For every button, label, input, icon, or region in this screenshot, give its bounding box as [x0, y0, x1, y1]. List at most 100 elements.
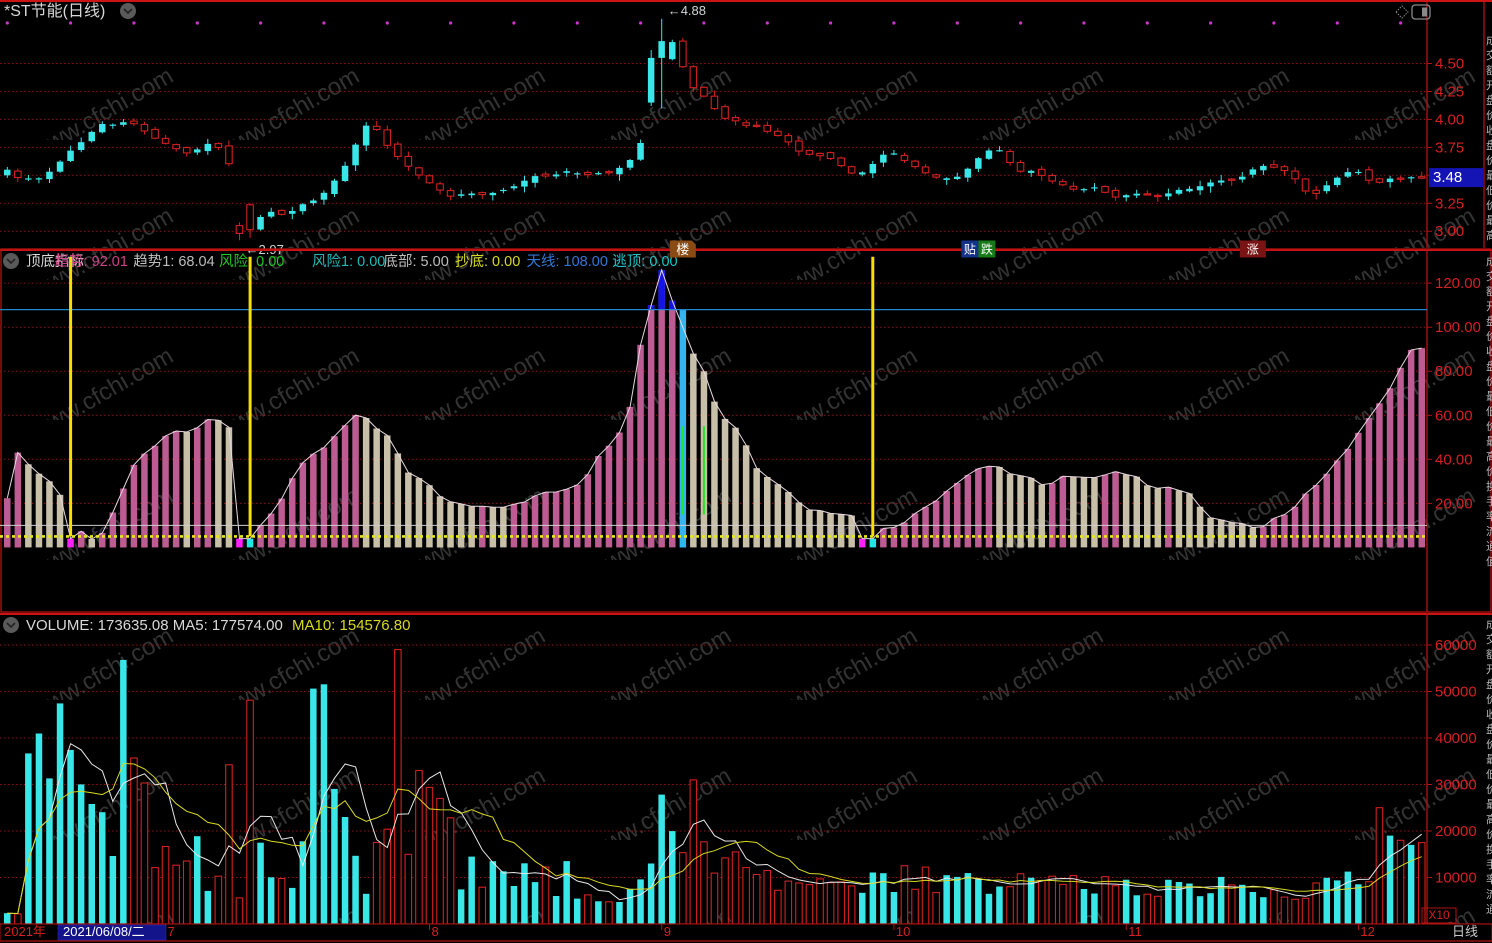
svg-text:底部: 5.00: 底部: 5.00 [384, 253, 449, 270]
svg-text:盘: 盘 [1486, 359, 1492, 373]
svg-text:9: 9 [664, 924, 671, 939]
svg-text:3.48: 3.48 [1433, 169, 1462, 186]
svg-text:100.00: 100.00 [1435, 319, 1481, 336]
svg-text:低: 低 [1486, 184, 1492, 197]
svg-text:3.25: 3.25 [1435, 195, 1464, 212]
svg-text:4.00: 4.00 [1435, 111, 1464, 128]
svg-text:价: 价 [1486, 738, 1492, 751]
svg-text:120.00: 120.00 [1435, 275, 1481, 292]
svg-text:盘: 盘 [1486, 314, 1492, 328]
svg-text:开: 开 [1486, 664, 1492, 676]
svg-text:价: 价 [1486, 330, 1492, 343]
svg-text:最: 最 [1486, 169, 1492, 182]
svg-text:抄底: 0.00: 抄底: 0.00 [455, 253, 520, 270]
svg-text:最: 最 [1486, 798, 1492, 811]
svg-text:天线: 108.00: 天线: 108.00 [527, 253, 608, 270]
svg-text:通: 通 [1486, 903, 1492, 916]
svg-text:4.50: 4.50 [1435, 56, 1464, 73]
svg-text:跌: 跌 [981, 242, 993, 257]
svg-text:8: 8 [432, 924, 439, 939]
svg-text:MA10: 154576.80: MA10: 154576.80 [292, 617, 410, 634]
svg-text:50000: 50000 [1435, 684, 1477, 701]
svg-text:手: 手 [1486, 857, 1492, 871]
svg-text:2021/06/08/二: 2021/06/08/二 [63, 924, 145, 939]
svg-text:最: 最 [1486, 753, 1492, 766]
svg-text:盘: 盘 [1486, 677, 1492, 691]
svg-text:率: 率 [1486, 509, 1492, 523]
svg-text:价: 价 [1486, 199, 1492, 212]
svg-text:10: 10 [896, 924, 910, 939]
svg-text:值: 值 [1486, 555, 1492, 568]
svg-text:7: 7 [168, 924, 175, 939]
svg-text:交: 交 [1486, 48, 1492, 62]
svg-text:盘: 盘 [1486, 138, 1492, 152]
svg-text:价: 价 [1486, 783, 1492, 796]
svg-text:价: 价 [1486, 693, 1492, 706]
svg-text:高: 高 [1486, 812, 1492, 826]
svg-text:成: 成 [1486, 255, 1492, 268]
svg-text:10000: 10000 [1435, 870, 1477, 887]
svg-text:收: 收 [1486, 344, 1492, 358]
svg-text:开: 开 [1486, 80, 1492, 92]
svg-text:20000: 20000 [1435, 823, 1477, 840]
svg-text:80.00: 80.00 [1435, 363, 1473, 380]
svg-text:12: 12 [1360, 924, 1374, 939]
svg-text:趋势: 92.01: 趋势: 92.01 [55, 253, 128, 270]
svg-text:盘: 盘 [1486, 93, 1492, 107]
svg-text:开: 开 [1486, 301, 1492, 313]
svg-text:低: 低 [1486, 405, 1492, 418]
svg-text:额: 额 [1486, 648, 1492, 661]
svg-text:VOLUME: 173635.08 MA5: 177574: VOLUME: 173635.08 MA5: 177574.00 [26, 617, 283, 634]
svg-text:率: 率 [1486, 872, 1492, 886]
svg-text:40000: 40000 [1435, 730, 1477, 747]
svg-text:趋势1: 68.04: 趋势1: 68.04 [133, 253, 214, 270]
svg-text:盘: 盘 [1486, 722, 1492, 736]
svg-text:额: 额 [1486, 285, 1492, 298]
svg-text:涨: 涨 [1247, 242, 1259, 257]
svg-text:价: 价 [1486, 420, 1492, 433]
svg-text:最: 最 [1486, 390, 1492, 403]
svg-text:换: 换 [1486, 479, 1492, 493]
svg-text:额: 额 [1486, 64, 1492, 77]
svg-text:成: 成 [1486, 618, 1492, 631]
svg-text:价: 价 [1486, 375, 1492, 388]
svg-text:*ST节能(日线): *ST节能(日线) [4, 2, 105, 20]
svg-text:贴: 贴 [964, 243, 976, 257]
svg-text:20.00: 20.00 [1435, 495, 1473, 512]
svg-text:最: 最 [1486, 435, 1492, 448]
svg-text:3.75: 3.75 [1435, 139, 1464, 156]
svg-text:高: 高 [1486, 228, 1492, 242]
svg-text:X10: X10 [1428, 908, 1450, 922]
svg-text:风险: 0.00: 风险: 0.00 [219, 253, 284, 270]
svg-text:逃顶: 0.00: 逃顶: 0.00 [612, 253, 677, 270]
svg-text:高: 高 [1486, 449, 1492, 463]
svg-text:交: 交 [1486, 269, 1492, 283]
svg-text:4.25: 4.25 [1435, 84, 1464, 101]
svg-text:流: 流 [1486, 524, 1492, 538]
svg-text:收: 收 [1486, 707, 1492, 721]
svg-text:价: 价 [1486, 109, 1492, 122]
svg-text:手: 手 [1486, 494, 1492, 508]
svg-text:60000: 60000 [1435, 637, 1477, 654]
svg-text:换: 换 [1486, 842, 1492, 856]
svg-text:11: 11 [1128, 924, 1142, 939]
svg-text:40.00: 40.00 [1435, 451, 1473, 468]
svg-text:风险1: 0.00: 风险1: 0.00 [312, 253, 385, 270]
svg-text:价: 价 [1486, 154, 1492, 167]
svg-text:←4.88: ←4.88 [668, 3, 706, 18]
svg-text:通: 通 [1486, 540, 1492, 553]
svg-text:价: 价 [1486, 828, 1492, 841]
svg-text:2021年: 2021年 [4, 924, 46, 939]
svg-text:楼: 楼 [676, 242, 689, 257]
svg-text:3.00: 3.00 [1435, 223, 1464, 240]
svg-text:低: 低 [1486, 768, 1492, 781]
svg-text:收: 收 [1486, 123, 1492, 137]
svg-text:30000: 30000 [1435, 777, 1477, 794]
svg-text:交: 交 [1486, 632, 1492, 646]
svg-text:60.00: 60.00 [1435, 407, 1473, 424]
svg-text:最: 最 [1486, 214, 1492, 227]
svg-text:成: 成 [1486, 34, 1492, 47]
svg-text:流: 流 [1486, 887, 1492, 901]
svg-text:价: 价 [1486, 465, 1492, 478]
svg-text:日线: 日线 [1452, 924, 1478, 939]
